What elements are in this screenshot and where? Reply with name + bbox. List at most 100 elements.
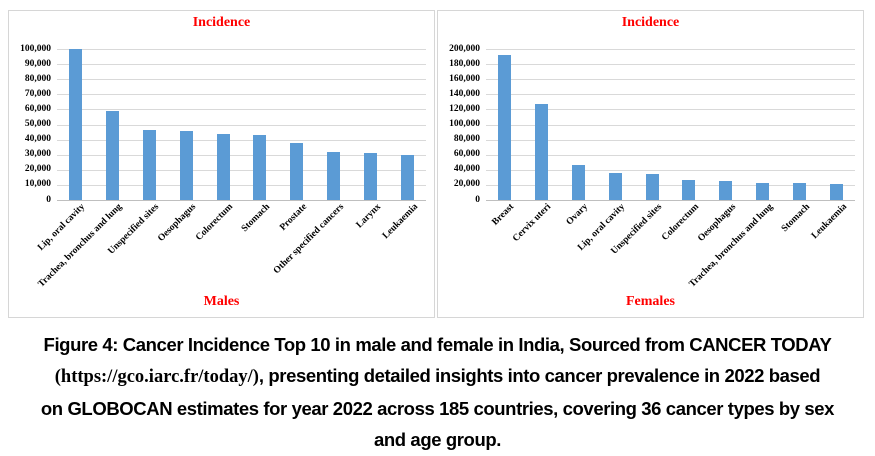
y-tick-label: 100,000 xyxy=(20,43,51,54)
y-tick-label: 60,000 xyxy=(453,149,480,160)
females-chart-title: Incidence xyxy=(621,15,680,30)
bar xyxy=(497,55,511,200)
y-tick-label: 100,000 xyxy=(449,119,480,129)
y-tick-label: 80,000 xyxy=(24,73,51,84)
bar xyxy=(830,184,844,200)
bar xyxy=(682,179,696,200)
gridline xyxy=(486,94,855,96)
x-axis-line xyxy=(486,200,855,201)
gridline xyxy=(57,169,426,171)
y-tick-label: 0 xyxy=(46,194,51,205)
females-plot-area xyxy=(486,49,855,201)
males-plot-area xyxy=(57,49,426,201)
y-tick-label: 160,000 xyxy=(449,73,480,84)
gridline xyxy=(57,124,426,126)
x-tick-label: Stomach xyxy=(779,202,812,235)
x-tick-label: Colorectum xyxy=(660,202,702,243)
bar xyxy=(719,181,733,200)
x-axis-line xyxy=(57,200,426,201)
y-tick-label: 70,000 xyxy=(24,88,51,99)
y-tick-label: 200,000 xyxy=(449,43,480,54)
gridline xyxy=(57,184,426,186)
caption-line-4: and age group. xyxy=(0,424,875,455)
females-axis-title: Females xyxy=(626,294,675,309)
males-x-axis-labels: Lip, oral cavity Trachea, bronchus and lu… xyxy=(9,202,434,298)
x-tick-label: Larynx xyxy=(354,202,383,231)
gridline xyxy=(57,139,426,141)
figure-caption: Figure 4: Cancer Incidence Top 10 in mal… xyxy=(0,329,875,455)
y-tick-label: 50,000 xyxy=(24,119,51,129)
females-x-axis-labels: Breast Cervix uteri Ovary Lip, oral cavity U… xyxy=(438,202,863,298)
x-tick-label: Cervix uteri xyxy=(511,202,554,244)
y-tick-label: 20,000 xyxy=(453,179,480,190)
bar xyxy=(534,104,548,200)
gridline xyxy=(486,49,855,50)
y-tick-label: 120,000 xyxy=(449,103,480,114)
caption-line-2: (https://gco.iarc.fr/today/), presenting… xyxy=(0,360,875,393)
males-chart-title: Incidence xyxy=(192,15,251,30)
y-tick-label: 40,000 xyxy=(453,164,480,175)
bar xyxy=(290,142,304,200)
caption-line-3: on GLOBOCAN estimates for year 2022 acro… xyxy=(0,393,875,424)
figure-panels: Incidence 0 10,000 20,000 30,000 40,000 50,00… xyxy=(8,10,864,318)
y-tick-label: 180,000 xyxy=(449,58,480,69)
gridline xyxy=(57,49,426,50)
bar xyxy=(793,183,807,200)
bar xyxy=(364,153,378,200)
caption-text: , presenting detailed insights into canc… xyxy=(258,365,821,386)
gridline xyxy=(486,154,855,156)
x-tick-label: Prostate xyxy=(278,202,309,233)
bar xyxy=(645,174,659,200)
bar xyxy=(216,134,230,200)
bar xyxy=(571,164,585,200)
y-tick-label: 60,000 xyxy=(24,103,51,114)
y-tick-label: 40,000 xyxy=(24,134,51,145)
x-tick-label: Ovary xyxy=(564,202,591,228)
x-tick-label: Leukaemia xyxy=(380,202,420,242)
y-tick-label: 0 xyxy=(475,194,480,205)
y-tick-label: 20,000 xyxy=(24,164,51,175)
caption-text: and age group. xyxy=(374,429,501,450)
females-chart-panel: Incidence 0 20,000 40,000 60,000 80,000 100,0… xyxy=(437,10,864,318)
bar xyxy=(253,135,267,200)
gridline xyxy=(57,154,426,156)
y-tick-label: 90,000 xyxy=(24,58,51,69)
y-tick-label: 10,000 xyxy=(24,179,51,190)
bar xyxy=(401,155,415,200)
x-tick-label: Other specified cancers xyxy=(271,202,346,277)
gridline xyxy=(486,169,855,171)
x-tick-label: Leukaemia xyxy=(809,202,849,242)
caption-line-1: Figure 4: Cancer Incidence Top 10 in mal… xyxy=(0,329,875,360)
females-y-axis: 0 20,000 40,000 60,000 80,000 100,000 120,000 1… xyxy=(438,44,480,205)
y-tick-label: 30,000 xyxy=(24,149,51,160)
males-chart-panel: Incidence 0 10,000 20,000 30,000 40,000 50,00… xyxy=(8,10,435,318)
bar xyxy=(756,182,770,200)
x-tick-label: Colorectum xyxy=(194,202,236,243)
males-y-axis: 0 10,000 20,000 30,000 40,000 50,000 60,000 70,… xyxy=(9,44,51,205)
gridline xyxy=(486,184,855,186)
caption-text: Figure 4: Cancer Incidence Top 10 in mal… xyxy=(43,334,832,355)
gridline xyxy=(486,64,855,66)
bar xyxy=(105,110,119,200)
gridline xyxy=(486,139,855,141)
gridline xyxy=(57,79,426,81)
gridline xyxy=(486,109,855,111)
bar xyxy=(327,152,341,200)
gridline xyxy=(57,64,426,66)
y-tick-label: 80,000 xyxy=(453,134,480,145)
x-tick-label: Stomach xyxy=(239,202,273,235)
caption-url-text: (https://gco.iarc.fr/today/) xyxy=(54,367,259,387)
gridline xyxy=(486,79,855,81)
bar xyxy=(608,172,622,200)
gridline xyxy=(57,109,426,111)
y-tick-label: 140,000 xyxy=(449,88,480,99)
gridline xyxy=(57,94,426,96)
caption-text: on GLOBOCAN estimates for year 2022 acro… xyxy=(40,398,835,419)
x-tick-label: Oesophagus xyxy=(156,202,199,244)
bar xyxy=(142,129,156,200)
gridline xyxy=(486,124,855,126)
bar xyxy=(68,49,82,200)
bar xyxy=(179,131,193,200)
males-axis-title: Males xyxy=(203,294,240,309)
x-tick-label: Breast xyxy=(490,202,517,228)
